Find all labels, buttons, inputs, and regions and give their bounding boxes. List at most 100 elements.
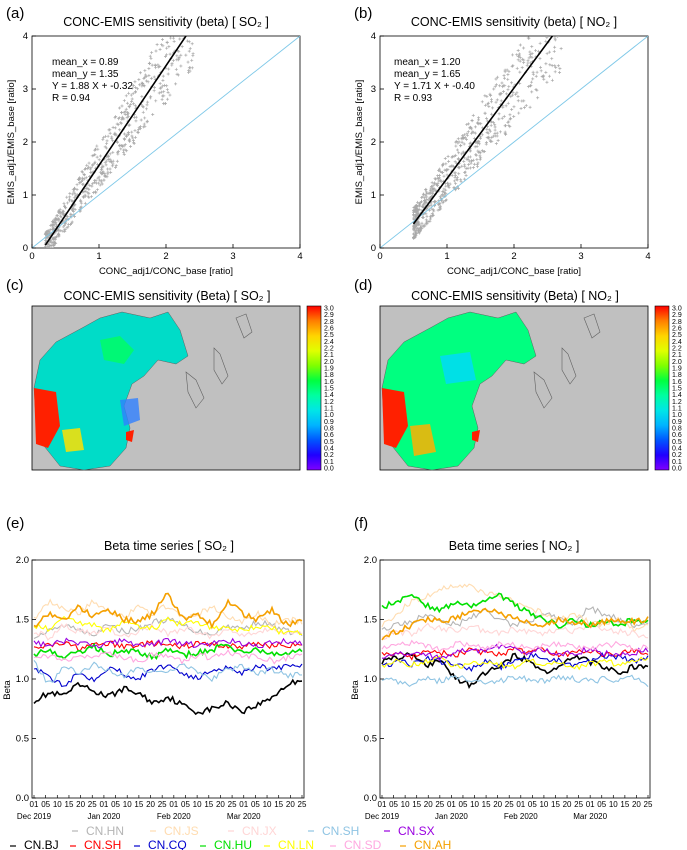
legend-item: CN.HU bbox=[200, 838, 252, 850]
scatter-point bbox=[130, 97, 134, 101]
scatter-point bbox=[483, 111, 487, 115]
scatter-point bbox=[441, 171, 445, 175]
scatter-point bbox=[544, 3, 547, 6]
y-tick-label: 1.0 bbox=[16, 674, 29, 685]
series-line bbox=[381, 622, 649, 640]
scatter-point bbox=[63, 223, 67, 227]
scatter-point bbox=[511, 90, 515, 94]
scatter-point bbox=[473, 131, 477, 135]
x-tick-label: 05 bbox=[389, 800, 398, 809]
scatter-point bbox=[129, 102, 133, 106]
colorbar-tick-label: 1.4 bbox=[672, 392, 682, 399]
scatter-point bbox=[427, 204, 431, 208]
scatter-point bbox=[130, 134, 134, 138]
scatter-point bbox=[165, 84, 169, 88]
plot-area bbox=[32, 32, 300, 248]
scatter-point bbox=[553, 38, 557, 42]
legend-item: CN.LN bbox=[264, 838, 314, 850]
scatter-point bbox=[82, 177, 86, 181]
scatter-point bbox=[507, 85, 511, 89]
scatter-point bbox=[131, 136, 135, 140]
scatter-point bbox=[131, 139, 135, 143]
y-tick-label: 4 bbox=[371, 31, 376, 42]
scatter-point bbox=[115, 140, 119, 144]
x-tick-label: 3 bbox=[578, 251, 583, 262]
y-tick-label: 2 bbox=[23, 137, 28, 148]
scatter-point bbox=[59, 229, 63, 233]
scatter-point bbox=[59, 215, 63, 219]
scatter-point bbox=[136, 130, 140, 134]
scatter-point bbox=[82, 172, 86, 176]
plot-area bbox=[380, 0, 648, 248]
scatter-point bbox=[530, 45, 534, 49]
scatter-point bbox=[495, 98, 499, 102]
scatter-point bbox=[152, 89, 156, 93]
scatter-point bbox=[429, 203, 433, 207]
x-tick-label: 25 bbox=[644, 800, 653, 809]
colorbar-no2: 3.02.92.82.62.52.42.22.12.01.91.81.61.51… bbox=[654, 306, 682, 473]
series-line bbox=[33, 660, 303, 683]
x-tick-label: 01 bbox=[516, 800, 525, 809]
colorbar-tick-label: 1.6 bbox=[324, 379, 334, 386]
one-to-one-line bbox=[380, 36, 648, 248]
x-tick-label: 01 bbox=[378, 800, 387, 809]
scatter-point bbox=[56, 228, 60, 232]
scatter-point bbox=[188, 69, 192, 73]
scatter-point bbox=[431, 188, 435, 192]
scatter-point bbox=[457, 166, 461, 170]
scatter-point bbox=[167, 67, 171, 71]
scatter-point bbox=[456, 137, 460, 141]
scatter-point bbox=[460, 152, 464, 156]
scatter-point bbox=[101, 164, 105, 168]
panel-letter-d: (d) bbox=[354, 277, 372, 294]
scatter-point bbox=[460, 164, 464, 168]
scatter-point bbox=[142, 105, 146, 109]
scatter-point bbox=[539, 65, 543, 69]
scatter-point bbox=[442, 190, 446, 194]
scatter-point bbox=[138, 127, 142, 131]
x-tick-label: 15 bbox=[134, 800, 143, 809]
x-tick-label: 01 bbox=[447, 800, 456, 809]
series-line bbox=[33, 598, 303, 627]
y-tick-label: 0.5 bbox=[16, 734, 29, 745]
legend-item: CN.JX bbox=[228, 824, 277, 838]
scatter-point bbox=[468, 155, 472, 159]
scatter-point bbox=[125, 116, 129, 120]
hotspot-southeast bbox=[126, 430, 134, 442]
scatter-point bbox=[165, 46, 169, 50]
x-tick-label: 20 bbox=[146, 800, 155, 809]
colorbar-tick-label: 0.2 bbox=[324, 452, 334, 459]
scatter-point bbox=[71, 192, 75, 196]
x-tick-label: 15 bbox=[412, 800, 421, 809]
scatter-point bbox=[516, 95, 520, 99]
scatter-point bbox=[172, 39, 176, 43]
legend-label: CN.HU bbox=[214, 838, 252, 850]
colorbar-tick-label: 2.2 bbox=[672, 346, 682, 353]
colorbar-tick-label: 3.0 bbox=[672, 306, 682, 313]
scatter-point bbox=[70, 207, 74, 211]
scatter-point bbox=[556, 64, 560, 68]
scatter-point bbox=[428, 217, 432, 221]
scatter-point bbox=[185, 39, 189, 43]
scatter-point bbox=[177, 32, 180, 35]
scatter-point bbox=[171, 59, 175, 63]
scatter-point bbox=[67, 199, 71, 203]
scatter-point bbox=[109, 170, 113, 174]
panel-letter-e: (e) bbox=[6, 515, 24, 532]
scatter-point bbox=[187, 49, 191, 53]
colorbar-tick-label: 0.0 bbox=[324, 466, 334, 473]
scatter-point bbox=[131, 92, 135, 96]
scatter-point bbox=[479, 135, 483, 139]
colorbar-tick-label: 0.4 bbox=[672, 446, 682, 453]
scatter-point bbox=[53, 237, 57, 241]
colorbar-so2: 3.02.92.82.62.52.42.22.12.01.91.81.61.51… bbox=[306, 306, 334, 473]
series-line bbox=[33, 649, 303, 665]
scatter-point bbox=[551, 0, 554, 2]
scatter-point bbox=[98, 154, 102, 158]
colorbar-tick-label: 1.6 bbox=[672, 379, 682, 386]
colorbar-tick-label: 3.0 bbox=[324, 306, 334, 313]
scatter-point bbox=[87, 195, 91, 199]
scatter-point bbox=[475, 157, 479, 161]
panel-e-title: Beta time series [ SO₂ ] bbox=[104, 539, 234, 553]
scatter-point bbox=[102, 174, 106, 178]
